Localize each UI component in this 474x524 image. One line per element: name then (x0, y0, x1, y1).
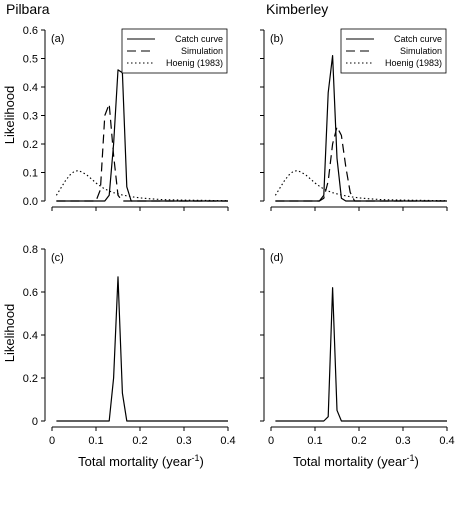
legend: Catch curve Simulation Hoenig (1983) (121, 28, 228, 74)
legend-label: Hoenig (1983) (166, 58, 223, 68)
x-axis-title-main: Total mortality (year (293, 454, 407, 469)
panel-d: 0 0.1 0.2 0.3 0.4 (d) (260, 248, 455, 447)
y-tick-label: 0.6 (23, 287, 38, 299)
legend-label: Catch curve (394, 34, 442, 44)
y-tick-label: 0 (32, 416, 38, 428)
panel-c: 0 0.2 0.4 0.6 0.8 0 0.1 0.2 0.3 0.4 (c) (23, 244, 236, 447)
panel-letter: (d) (270, 252, 283, 264)
header-pilbara: Pilbara (6, 1, 50, 17)
y-tick-label: 0.6 (23, 25, 38, 37)
x-tick-label: 0.3 (176, 435, 191, 447)
x-tick-label: 0.1 (88, 435, 103, 447)
x-tick-label: 0.4 (220, 435, 235, 447)
series-line-likelihood (275, 287, 447, 422)
legend-label: Hoenig (1983) (385, 58, 442, 68)
series-line-simulation (56, 103, 228, 202)
series-line-hoenig-1983 (55, 169, 229, 202)
x-tick-label: 0.2 (351, 435, 366, 447)
x-axis-title-left: Total mortality (year-1) (78, 453, 204, 469)
legend-label: Simulation (181, 46, 223, 56)
panel-letter: (c) (51, 252, 64, 264)
y-tick-label: 0.8 (23, 244, 38, 256)
x-axis-title-sup: -1 (192, 453, 200, 463)
legend-box (121, 28, 228, 74)
y-tick-label: 0.1 (23, 168, 38, 180)
y-tick-label: 0.3 (23, 111, 38, 123)
x-tick-label: 0.4 (439, 435, 454, 447)
x-axis-title-tail: ) (200, 454, 204, 469)
y-tick-label: 0.2 (23, 373, 38, 385)
y-tick-label: 0.4 (23, 330, 38, 342)
x-axis-title-tail: ) (415, 454, 419, 469)
x-axis-title-sup: -1 (407, 453, 415, 463)
y-axis-title-top: Likelihood (2, 86, 17, 145)
panel-letter: (b) (270, 33, 283, 45)
series-line-catch-curve (56, 69, 228, 202)
legend-box (340, 28, 447, 74)
x-axis-title-right: Total mortality (year-1) (293, 453, 419, 469)
panel-b: (b) Catch curve Simulation Hoenig (1983) (260, 28, 448, 211)
x-tick-label: 0.2 (132, 435, 147, 447)
series-line-hoenig-1983 (274, 169, 448, 202)
series-line-catch-curve (275, 54, 447, 202)
header-kimberley: Kimberley (266, 1, 328, 17)
x-axis-title-main: Total mortality (year (78, 454, 192, 469)
panel-a: 0.0 0.1 0.2 0.3 0.4 0.5 0.6 (a) Catch curve Simul… (23, 25, 229, 211)
legend-label: Catch curve (175, 34, 223, 44)
legend: Catch curve Simulation Hoenig (1983) (340, 28, 447, 74)
series-line-simulation (275, 126, 447, 202)
series-line-likelihood (56, 276, 228, 422)
y-tick-label: 0.5 (23, 54, 38, 66)
y-tick-label: 0.2 (23, 139, 38, 151)
x-tick-label: 0.1 (307, 435, 322, 447)
legend-label: Simulation (400, 46, 442, 56)
x-tick-label: 0 (268, 435, 274, 447)
y-axis-title-bottom: Likelihood (2, 304, 17, 363)
x-tick-label: 0 (49, 435, 55, 447)
y-tick-label: 0.0 (23, 196, 38, 208)
panel-letter: (a) (51, 33, 64, 45)
y-tick-label: 0.4 (23, 82, 38, 94)
x-tick-label: 0.3 (395, 435, 410, 447)
